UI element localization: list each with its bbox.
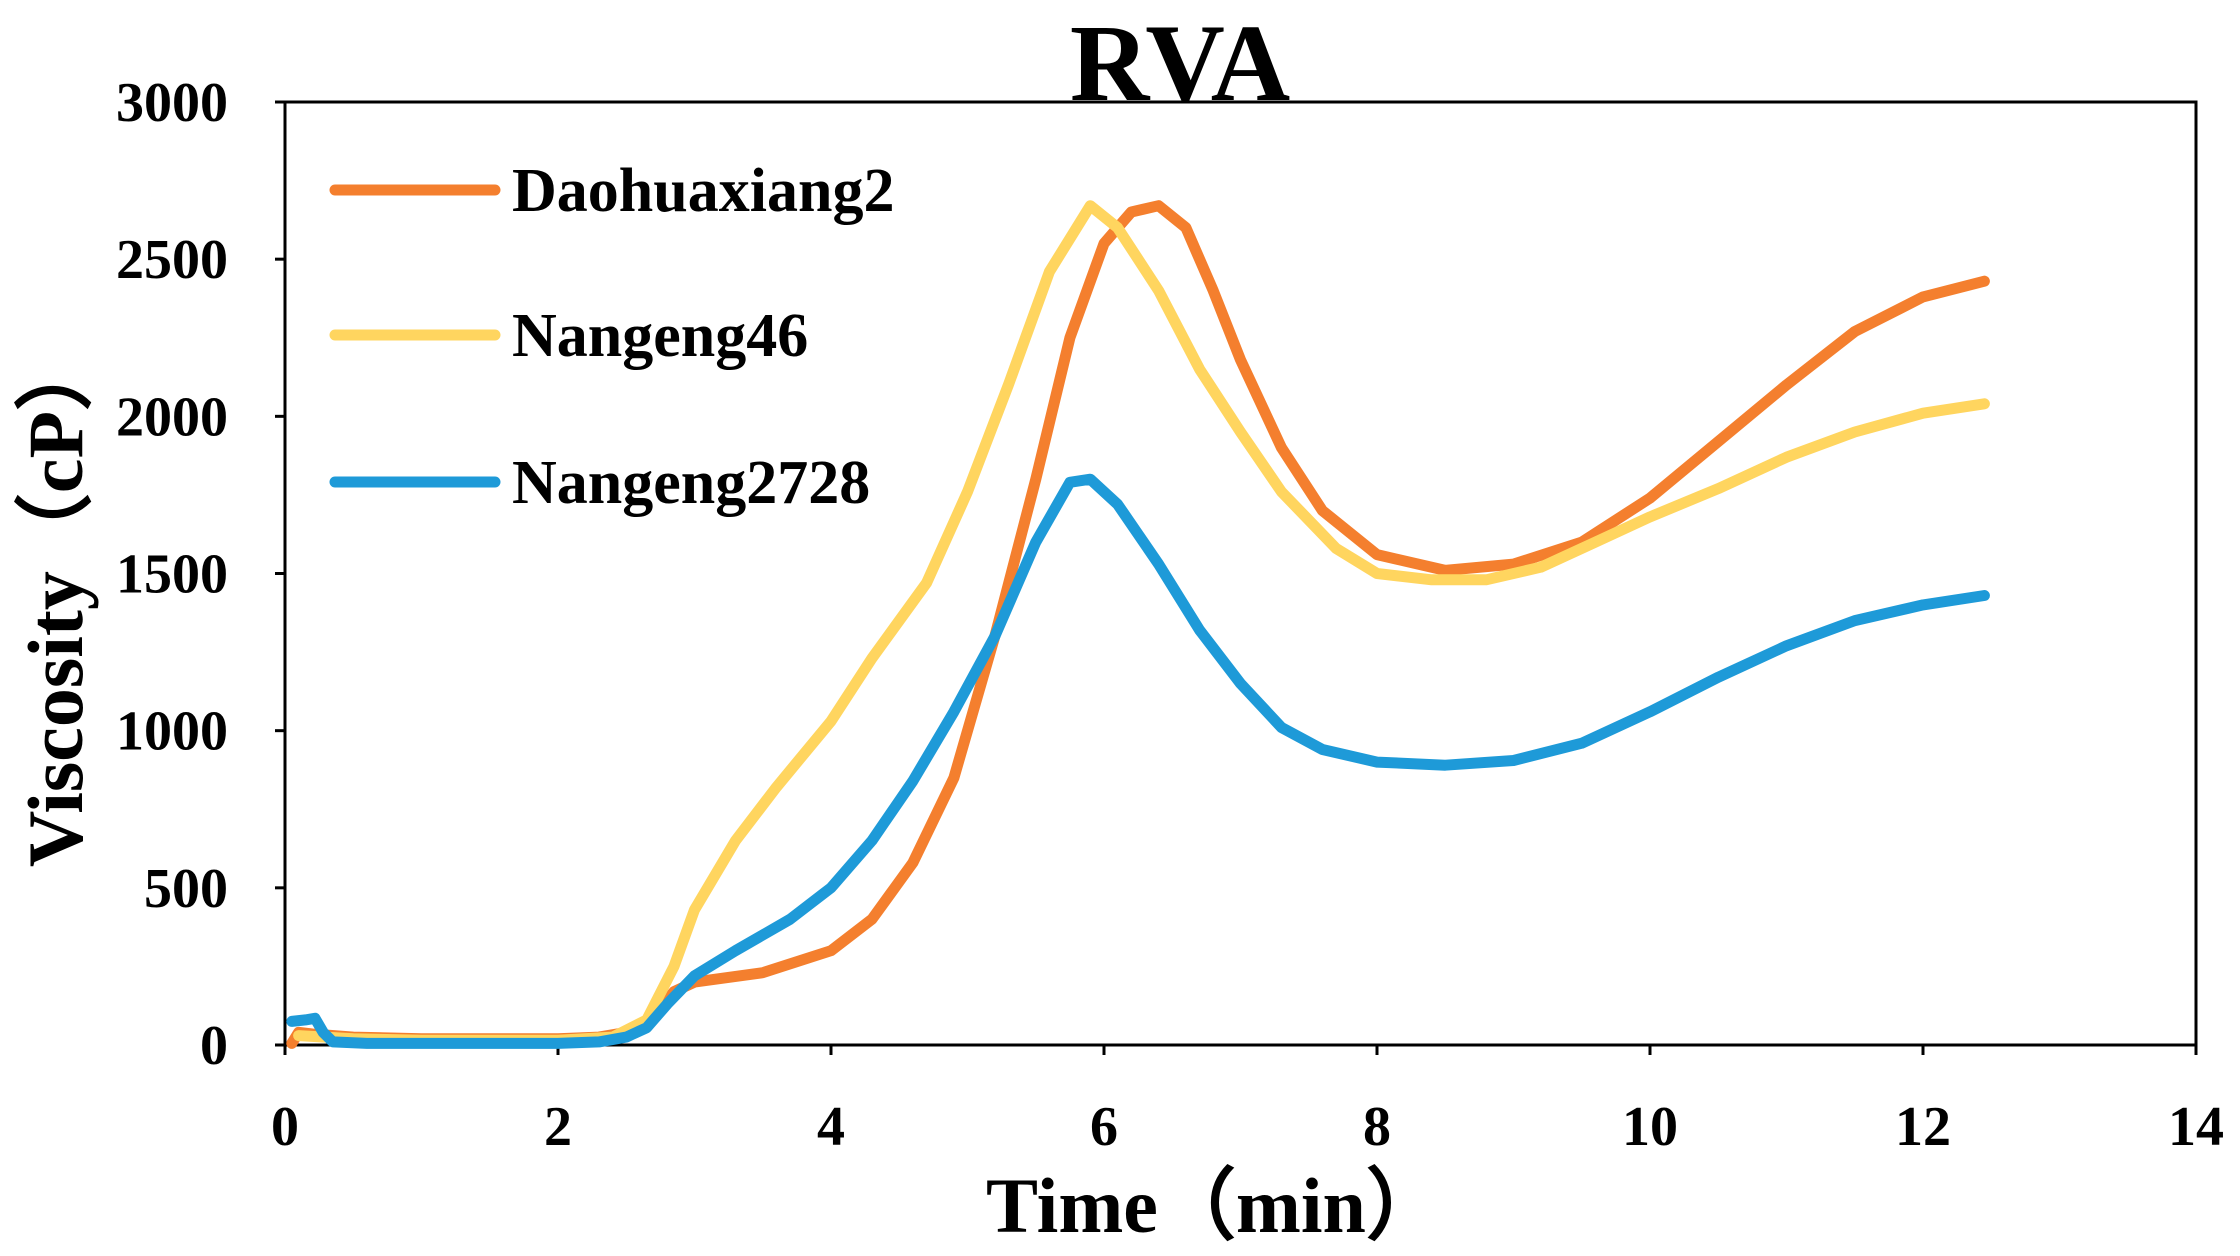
y-tick-label: 500 bbox=[144, 858, 228, 920]
x-tick-label: 14 bbox=[2168, 1096, 2224, 1158]
series-lines bbox=[286, 200, 1990, 1049]
legend-label-daohuaxiang2: Daohuaxiang2 bbox=[512, 157, 894, 225]
x-tick-label: 0 bbox=[271, 1096, 299, 1158]
x-axis-ticks: 0 2 4 6 8 10 12 14 bbox=[271, 1045, 2224, 1158]
series-line-nangeng46 bbox=[293, 200, 1990, 1046]
y-tick-label: 0 bbox=[200, 1015, 228, 1077]
x-tick-label: 2 bbox=[544, 1096, 572, 1158]
legend-label-nangeng2728: Nangeng2728 bbox=[512, 449, 870, 517]
series-line-nangeng2728 bbox=[286, 473, 1990, 1049]
y-tick-label: 2500 bbox=[116, 229, 228, 291]
x-axis-title: Time（min） bbox=[986, 1162, 1444, 1249]
x-tick-label: 10 bbox=[1622, 1096, 1678, 1158]
legend-label-nangeng46: Nangeng46 bbox=[512, 302, 808, 370]
y-tick-label: 1000 bbox=[116, 701, 228, 763]
y-tick-label: 3000 bbox=[116, 72, 228, 134]
y-tick-label: 1500 bbox=[116, 544, 228, 606]
y-axis-ticks: 0 500 1000 1500 2000 2500 3000 bbox=[116, 72, 285, 1077]
y-axis-title: Viscosity（cP） bbox=[12, 333, 99, 867]
y-tick-label: 2000 bbox=[116, 386, 228, 448]
x-tick-label: 12 bbox=[1895, 1096, 1951, 1158]
legend: Daohuaxiang2 Nangeng46 Nangeng2728 bbox=[329, 157, 894, 517]
x-tick-label: 4 bbox=[817, 1096, 845, 1158]
chart-title: RVA bbox=[1070, 2, 1290, 124]
x-tick-label: 8 bbox=[1363, 1096, 1391, 1158]
x-tick-label: 6 bbox=[1090, 1096, 1118, 1158]
